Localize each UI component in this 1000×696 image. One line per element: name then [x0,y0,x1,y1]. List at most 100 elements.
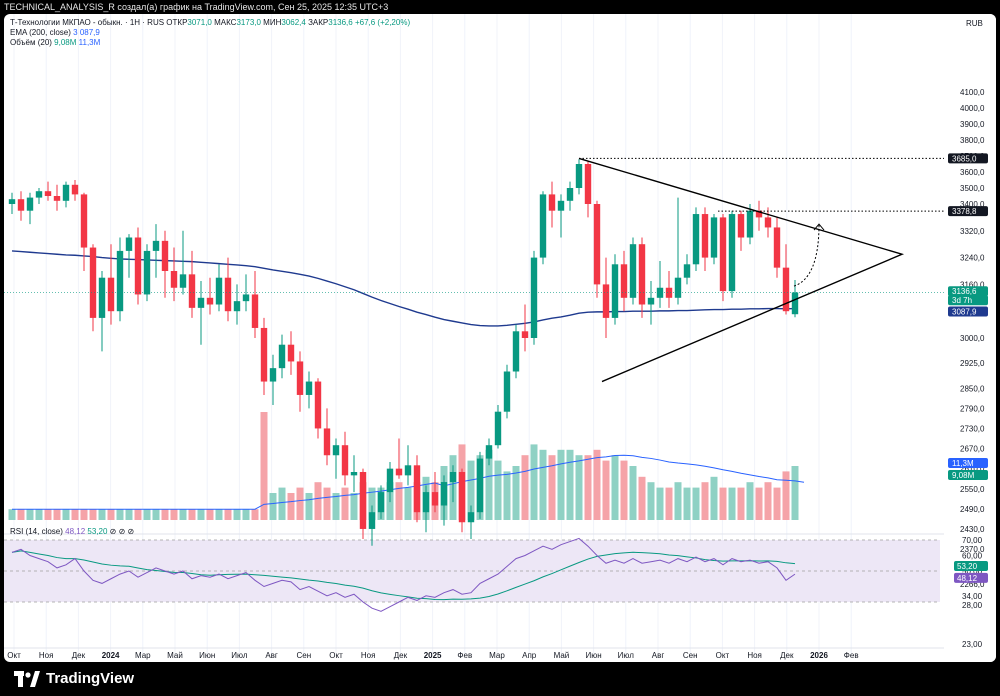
volume-bar [107,509,115,520]
currency-label: RUB [966,19,983,28]
candle-body [350,472,358,476]
rsi-tick-label: 28,00 [962,601,983,610]
ema-polyline [11,250,796,327]
ema-label[interactable]: EMA (200, close) [10,28,71,37]
rsi-ma-polyline [11,550,796,601]
volume-bar [152,509,160,520]
volume-bar [260,412,268,520]
price-label-bg [948,286,988,297]
time-tick-label: Июн [586,651,602,660]
volume-bar [368,487,376,520]
candle-body [782,267,790,312]
legend-symbol-row: Т-Технологии МКПАО - обыкн. · 1Н · RUS О… [10,18,410,28]
rsi-tick-label: 34,00 [962,592,983,601]
time-tick-label: Апр [522,651,537,660]
candle-body [521,331,529,338]
candle-body [629,244,637,298]
projection-arrow [793,224,820,287]
candle-body [458,472,466,523]
volume-bar [611,455,619,520]
volume-bar [26,509,34,520]
price-label: 3685,0 [952,154,977,163]
rsi-value-2: 53,20 [87,527,108,536]
candle-body [764,217,772,228]
candle-body [683,264,691,278]
rsi-symbols: ⊘ ⊘ ⊘ [109,527,135,536]
candle-body [584,164,592,204]
volume-bar [548,455,556,520]
volume-bar [728,487,736,520]
logo-text: TradingView [46,670,135,687]
volume-bar [629,466,637,520]
candle-body [719,217,727,292]
time-tick-label: Май [554,651,570,660]
rsi-label[interactable]: RSI (14, close) [10,527,63,536]
candle-body [233,301,241,312]
volume-bar [197,509,205,520]
time-axis[interactable]: Окт Ноя Дек 2024 Мар Май Июн Июл Авг Сен Окт Ноя Дек… [4,647,944,660]
candle-body [89,247,97,318]
volume-bar [80,509,88,520]
candle-body [170,271,178,288]
time-tick-label: Ноя [39,651,54,660]
chart-panel[interactable]: RUB4100,04000,03900,03800,03700,03600,03… [4,14,996,662]
price-axis[interactable]: RUB4100,04000,03900,03800,03700,03600,03… [944,14,996,662]
open-label: ОТКР [166,18,188,27]
candle-body [377,492,385,513]
candles[interactable] [8,159,799,546]
main-legend: Т-Технологии МКПАО - обыкн. · 1Н · RUS О… [10,18,410,48]
candle-body [701,214,709,258]
volume-bar [17,509,25,520]
time-tick-label: Фев [844,651,859,660]
candle-body [647,297,655,305]
volume-bar [503,471,511,520]
candle-body [665,287,673,298]
candle-body [80,194,88,248]
volume-bar [683,487,691,520]
volume-bar [395,482,403,520]
volume-bar [251,509,259,520]
price-tick-label: 3240,0 [960,254,985,263]
volume-label[interactable]: Объём (20) [10,38,52,47]
price-tick-label: 2790,0 [960,404,985,413]
volume-bar [44,509,52,520]
candle-body [620,264,628,298]
rsi-tick-label: 23,00 [962,640,983,649]
chart-svg[interactable]: RUB4100,04000,03900,03800,03700,03600,03… [4,14,996,662]
candle-body [53,196,61,201]
price-tick-label: 2490,0 [960,505,985,514]
change-value: +67,6 (+2,20%) [354,18,411,27]
candle-body [728,214,736,292]
rsi-polyline [11,537,796,612]
symbol-name[interactable]: Т-Технологии МКПАО - обыкн. · 1Н · RUS [10,18,165,27]
volume-bar [485,449,493,520]
ema-value: 3 087,9 [73,28,100,37]
time-tick-label: Дек [780,651,794,660]
header-bar: TECHNICAL_ANALYSIS_R создал(а) график на… [0,0,1000,14]
price-label: 9,08M [952,471,975,480]
tradingview-logo[interactable]: TradingView [14,670,134,688]
volume-bar [773,487,781,520]
price-tick-label: 2850,0 [960,384,985,393]
price-label: 3378,8 [952,207,977,216]
price-tick-label: 3600,0 [960,168,985,177]
candle-body [305,381,313,395]
rsi-legend: RSI (14, close) 48,12 53,20 ⊘ ⊘ ⊘ [10,527,134,536]
volume-bar [530,444,538,520]
volume-bar [674,482,682,520]
time-tick-label: Мар [135,651,151,660]
low-value: 3062,4 [281,18,306,27]
header-text: TECHNICAL_ANALYSIS_R создал(а) график на… [4,2,389,12]
candle-body [251,294,259,328]
close-value: 3136,6 [328,18,353,27]
candle-body [485,445,493,459]
volume-bar [404,487,412,520]
candle-body [692,214,700,265]
volume-bar [350,493,358,520]
candle-body [341,445,349,476]
price-label-bg [948,306,988,317]
volume-bar [53,509,61,520]
candle-body [602,284,610,318]
volume-ma-polyline [12,454,805,510]
